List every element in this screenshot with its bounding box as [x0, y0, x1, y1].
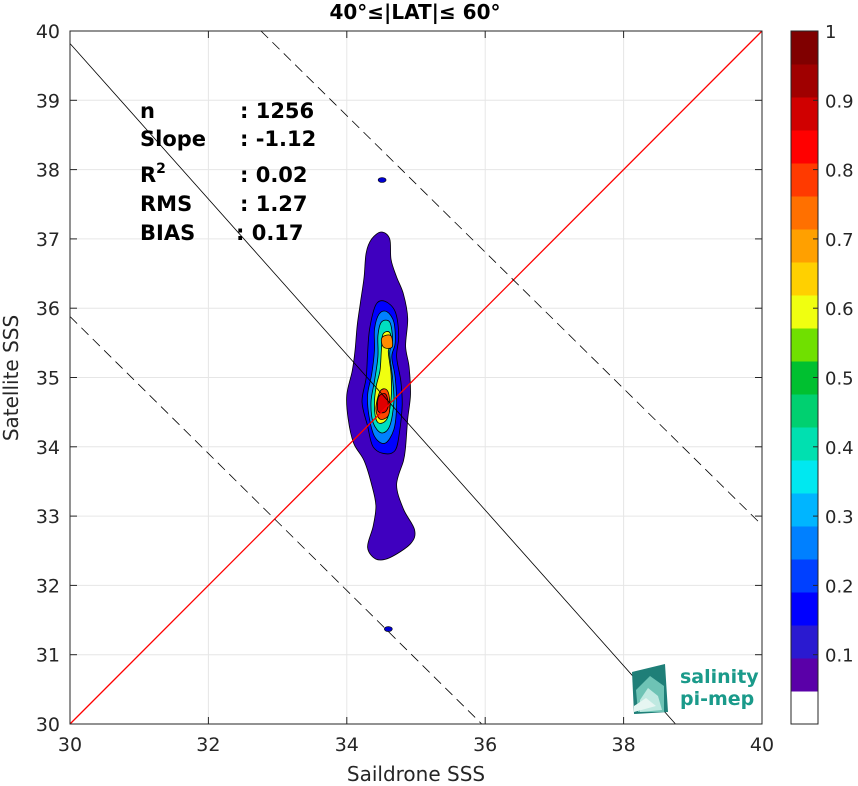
colorbar-tick-label: 0.6 — [825, 299, 854, 320]
density-blob — [377, 177, 387, 183]
colorbar-segment — [791, 31, 818, 65]
contour-level-0.75 — [380, 334, 394, 349]
colorbar-segment — [791, 229, 818, 263]
chart-title: 40°≤|LAT|≤ 60° — [329, 0, 500, 24]
colorbar-segment — [791, 328, 818, 362]
x-tick-label: 36 — [473, 734, 497, 756]
grid — [70, 31, 762, 724]
x-tick-label: 32 — [196, 734, 220, 756]
density-blob — [384, 626, 393, 632]
colorbar-tick-label: 0.8 — [825, 161, 854, 182]
colorbar-segment — [791, 460, 818, 494]
colorbar: 0.1 0.2 0.3 0.4 0.5 0.6 0.7 0.8 0.9 1 — [790, 22, 854, 725]
y-tick-label: 36 — [36, 298, 60, 320]
colorbar-segment — [791, 592, 818, 626]
y-tick-label: 38 — [36, 160, 60, 182]
stat-value: : 0.02 — [240, 163, 308, 187]
stat-value: : 0.17 — [236, 221, 304, 245]
colorbar-segment — [791, 493, 818, 527]
colorbar-tick-label: 0.4 — [825, 438, 854, 459]
stat-value: : 1256 — [240, 99, 314, 123]
x-tick-label: 34 — [335, 734, 359, 756]
salinity-pi-mep-logo: salinity pi-mep — [632, 664, 759, 714]
reference-line-identity — [69, 30, 763, 725]
stat-value: : -1.12 — [240, 127, 316, 151]
y-axis: 30 31 32 33 34 35 36 37 38 39 40 — [36, 21, 762, 736]
y-tick-label: 34 — [36, 437, 60, 459]
colorbar-tick-label: 0.2 — [825, 576, 854, 597]
x-axis-label: Saildrone SSS — [347, 762, 485, 786]
x-axis: 30 32 34 36 38 40 — [58, 31, 774, 756]
colorbar-segment — [791, 691, 818, 725]
y-tick-label: 30 — [36, 714, 60, 736]
colorbar-segment — [791, 295, 818, 329]
y-tick-label: 35 — [36, 368, 60, 390]
stat-label: BIAS — [140, 221, 195, 245]
reference-lines — [69, 30, 763, 725]
stat-label: Slope — [140, 127, 206, 151]
reference-line-fit-minus-rms — [69, 316, 483, 725]
colorbar-segment — [791, 130, 818, 164]
colorbar-segment — [791, 97, 818, 131]
colorbar-tick-label: 0.7 — [825, 230, 854, 251]
colorbar-tick-label: 1 — [825, 22, 836, 43]
colorbar-segment — [791, 658, 818, 692]
y-tick-label: 37 — [36, 229, 60, 251]
stat-label: n — [140, 99, 155, 123]
colorbar-segment — [791, 427, 818, 461]
y-tick-label: 31 — [36, 645, 60, 667]
x-tick-label: 40 — [750, 734, 774, 756]
y-tick-label: 40 — [36, 21, 60, 43]
colorbar-tick-label: 0.5 — [825, 369, 854, 390]
colorbar-segment — [791, 526, 818, 560]
y-tick-label: 33 — [36, 506, 60, 528]
y-tick-label: 39 — [36, 90, 60, 112]
logo-emblem-icon — [632, 664, 668, 714]
reference-line-fit-plus-rms — [260, 30, 763, 526]
colorbar-tick-label: 0.3 — [825, 507, 854, 528]
x-tick-label: 38 — [612, 734, 636, 756]
reference-line-fit — [69, 43, 676, 725]
stat-label: RMS — [140, 192, 192, 216]
colorbar-tick-label: 0.1 — [825, 646, 854, 667]
colorbar-segment — [791, 163, 818, 197]
stat-value: : 1.27 — [240, 192, 308, 216]
colorbar-tick-label: 0.9 — [825, 91, 854, 112]
logo-line-2: pi-mep — [680, 688, 754, 710]
colorbar-segment — [791, 64, 818, 98]
colorbar-segment — [791, 625, 818, 659]
colorbar-segment — [791, 559, 818, 593]
x-tick-label: 30 — [58, 734, 82, 756]
colorbar-segment — [791, 196, 818, 230]
logo-line-1: salinity — [680, 666, 759, 688]
y-axis-label: Satellite SSS — [0, 315, 23, 441]
y-tick-label: 32 — [36, 575, 60, 597]
colorbar-segment — [791, 262, 818, 296]
colorbar-segment — [791, 394, 818, 428]
